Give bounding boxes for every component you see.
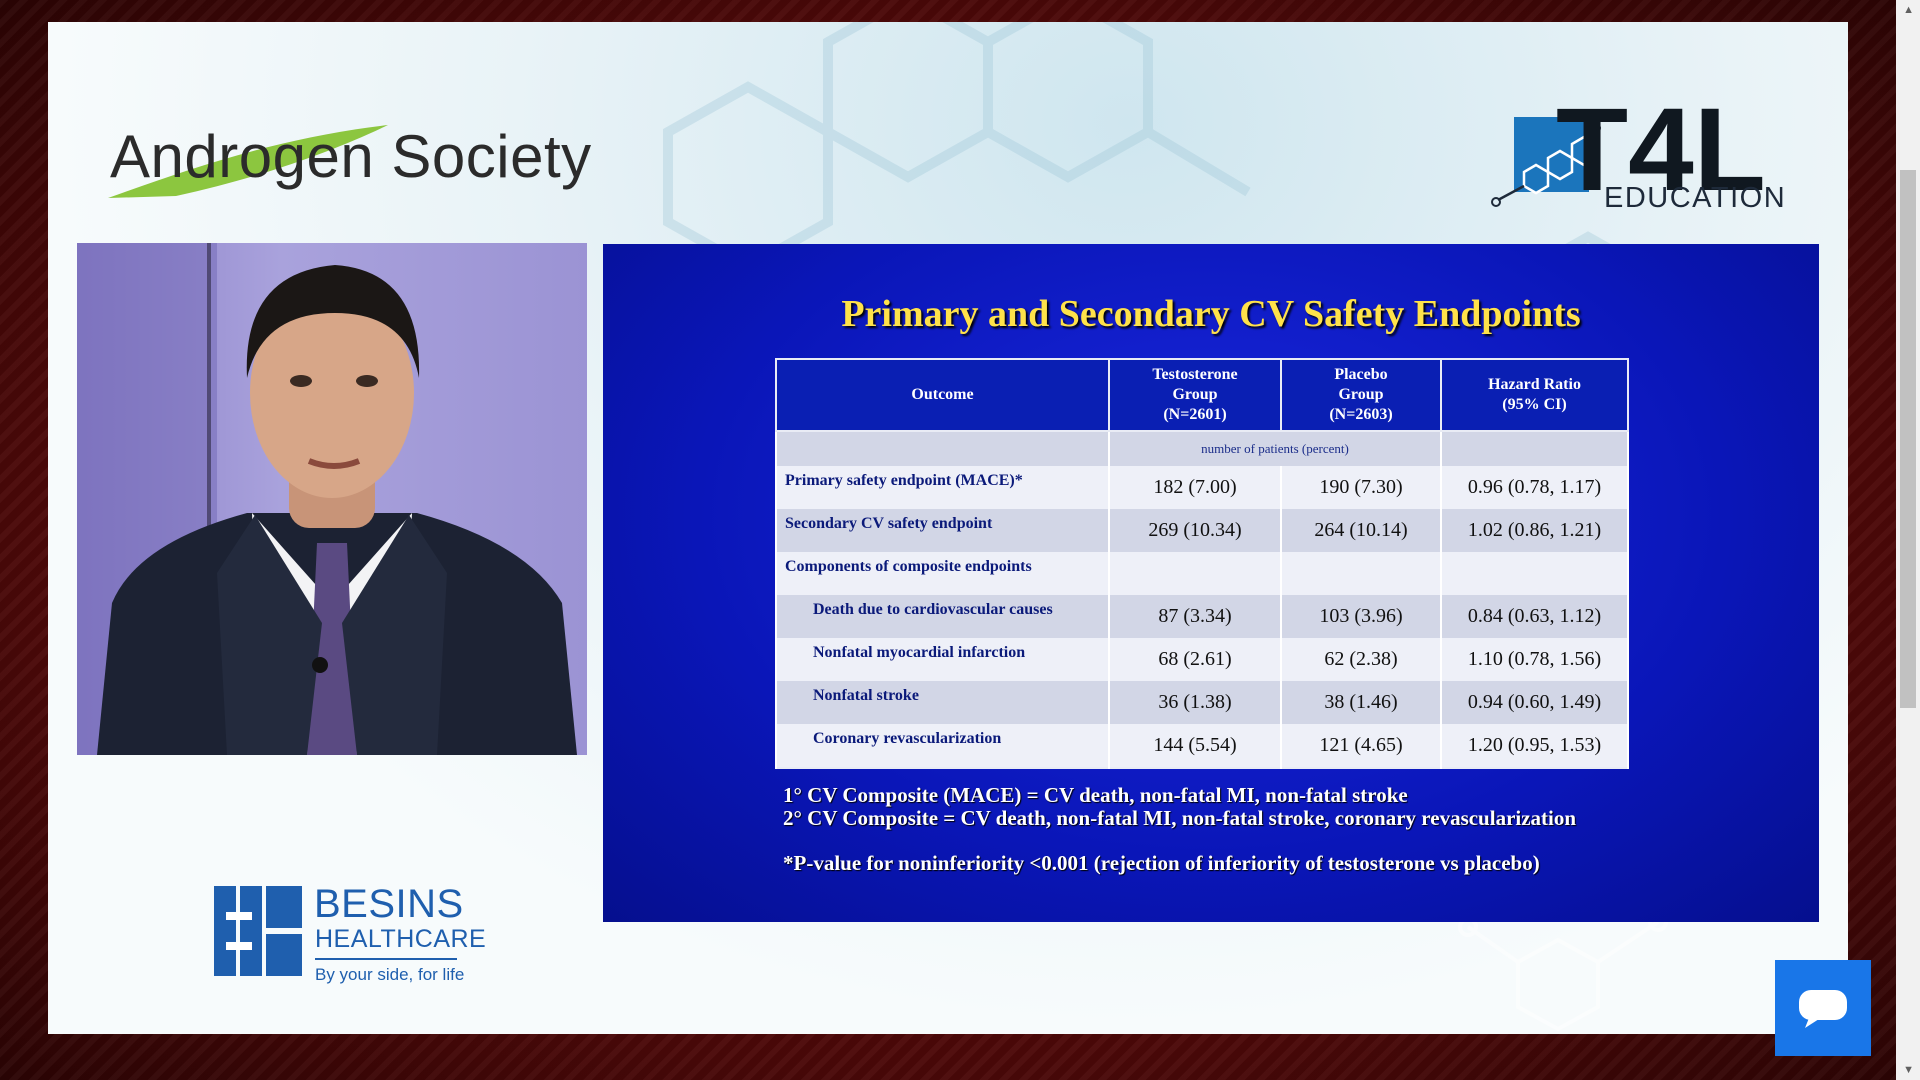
header-outcome: Outcome — [775, 358, 1110, 432]
testosterone-cell: 87 (3.34) — [1108, 595, 1282, 638]
outcome-cell: Components of composite endpoints — [775, 552, 1110, 595]
besins-divider — [315, 958, 457, 960]
testosterone-cell: 269 (10.34) — [1108, 509, 1282, 552]
outcome-cell: Nonfatal myocardial infarction — [775, 638, 1110, 681]
placebo-cell: 62 (2.38) — [1280, 638, 1442, 681]
besins-name: BESINS — [314, 882, 464, 926]
units-note: number of patients (percent) — [1108, 431, 1442, 466]
page-scrollbar[interactable]: ▲ ▼ — [1896, 0, 1920, 1080]
header-placebo: Placebo Group (N=2603) — [1280, 358, 1442, 432]
speaker-video — [77, 243, 587, 755]
table-header-row: Outcome Testosterone Group (N=2601) Placeb… — [775, 358, 1629, 432]
testosterone-cell: 182 (7.00) — [1108, 466, 1282, 509]
chat-bubble-icon — [1799, 990, 1847, 1028]
scroll-down-icon[interactable]: ▼ — [1903, 1064, 1914, 1076]
svg-text:T4L: T4L — [1556, 84, 1766, 216]
table-row: Secondary CV safety endpoint 269 (10.34) 2… — [775, 509, 1629, 552]
outcome-cell: Primary safety endpoint (MACE)* — [775, 466, 1110, 509]
table-row: Components of composite endpoints — [775, 552, 1629, 595]
slide-notes: 1° CV Composite (MACE) = CV death, non-f… — [783, 784, 1576, 875]
placebo-cell: 103 (3.96) — [1280, 595, 1442, 638]
besins-tagline: By your side, for life — [315, 965, 465, 984]
presentation-slide: Primary and Secondary CV Safety Endpoint… — [603, 244, 1819, 922]
header-testosterone: Testosterone Group (N=2601) — [1108, 358, 1282, 432]
table-row: Nonfatal myocardial infarction 68 (2.61) 6… — [775, 638, 1629, 681]
placebo-cell: 264 (10.14) — [1280, 509, 1442, 552]
testosterone-cell: 36 (1.38) — [1108, 681, 1282, 724]
testosterone-cell: 68 (2.61) — [1108, 638, 1282, 681]
hazard-ratio-cell: 1.02 (0.86, 1.21) — [1440, 509, 1629, 552]
speaker-figure — [77, 243, 577, 755]
hazard-ratio-cell: 0.84 (0.63, 1.12) — [1440, 595, 1629, 638]
header-hazard-ratio: Hazard Ratio (95% CI) — [1440, 358, 1629, 432]
table-body: number of patients (percent) Primary saf… — [775, 431, 1629, 768]
outcome-cell: Coronary revascularization — [775, 724, 1110, 768]
testosterone-cell: 144 (5.54) — [1108, 724, 1282, 768]
besins-logo-mark — [214, 886, 302, 976]
placebo-cell: 190 (7.30) — [1280, 466, 1442, 509]
besins-healthcare: HEALTHCARE — [315, 925, 487, 953]
placebo-cell: 121 (4.65) — [1280, 724, 1442, 768]
units-row: number of patients (percent) — [775, 431, 1629, 466]
outcome-cell: Secondary CV safety endpoint — [775, 509, 1110, 552]
hazard-ratio-cell: 1.20 (0.95, 1.53) — [1440, 724, 1629, 768]
t4l-logo: T4L — [1491, 84, 1766, 216]
scroll-thumb[interactable] — [1900, 170, 1916, 708]
table-row: Primary safety endpoint (MACE)* 182 (7.00… — [775, 466, 1629, 509]
androgen-society-logo — [108, 125, 388, 198]
note-primary-composite: 1° CV Composite (MACE) = CV death, non-f… — [783, 783, 1408, 807]
table-row: Nonfatal stroke 36 (1.38) 38 (1.46) 0.94 (0… — [775, 681, 1629, 724]
table-row: Coronary revascularization 144 (5.54) 121 … — [775, 724, 1629, 768]
hazard-ratio-cell — [1440, 552, 1629, 595]
hazard-ratio-cell: 0.96 (0.78, 1.17) — [1440, 466, 1629, 509]
outcome-cell: Death due to cardiovascular causes — [775, 595, 1110, 638]
note-secondary-composite: 2° CV Composite = CV death, non-fatal MI… — [783, 806, 1577, 830]
scroll-up-icon[interactable]: ▲ — [1903, 4, 1914, 16]
chat-button[interactable] — [1775, 960, 1871, 1056]
testosterone-cell — [1108, 552, 1282, 595]
slide-title: Primary and Secondary CV Safety Endpoint… — [841, 293, 1581, 335]
endpoints-table: Outcome Testosterone Group (N=2601) Placeb… — [775, 358, 1629, 769]
table-row: Death due to cardiovascular causes 87 (3.… — [775, 595, 1629, 638]
outcome-cell: Nonfatal stroke — [775, 681, 1110, 724]
placebo-cell — [1280, 552, 1442, 595]
hazard-ratio-cell: 0.94 (0.60, 1.49) — [1440, 681, 1629, 724]
placebo-cell: 38 (1.46) — [1280, 681, 1442, 724]
video-stage: Androgen Society T4L EDUCATION — [48, 22, 1848, 1034]
note-pvalue: *P-value for noninferiority <0.001 (reje… — [783, 851, 1540, 875]
hazard-ratio-cell: 1.10 (0.78, 1.56) — [1440, 638, 1629, 681]
androgen-society-name: Androgen Society — [110, 123, 592, 190]
t4l-education-label: EDUCATION — [1604, 182, 1787, 214]
